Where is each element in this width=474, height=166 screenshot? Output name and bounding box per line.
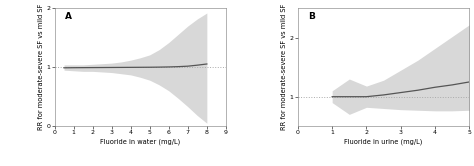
Text: A: A: [65, 12, 72, 21]
X-axis label: Fluoride in water (mg/L): Fluoride in water (mg/L): [100, 138, 180, 145]
Y-axis label: RR for moderate-severe SF vs mild SF: RR for moderate-severe SF vs mild SF: [37, 4, 44, 130]
Text: B: B: [308, 12, 315, 21]
Y-axis label: RR for moderate-severe SF vs mild SF: RR for moderate-severe SF vs mild SF: [281, 4, 287, 130]
X-axis label: Fluoride in urine (mg/L): Fluoride in urine (mg/L): [345, 138, 423, 145]
